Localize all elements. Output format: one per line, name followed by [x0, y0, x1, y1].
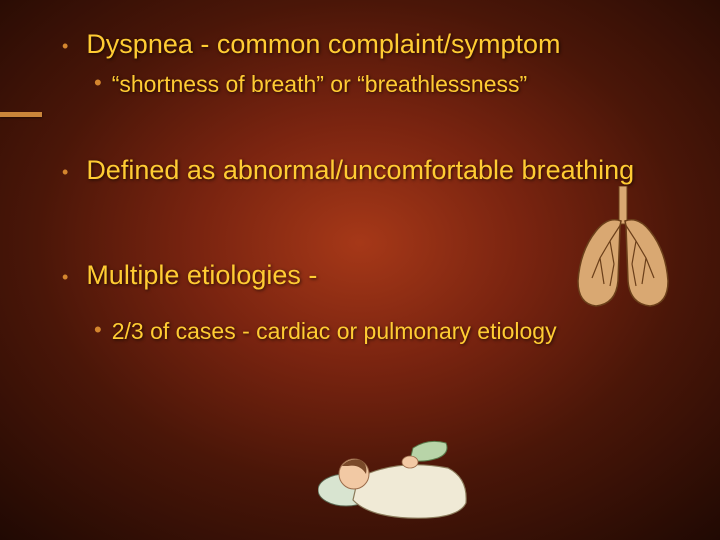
sub-bullet-1-1: • “shortness of breath” or “breathlessne… [94, 70, 682, 100]
sub-bullet-text: “shortness of breath” or “breathlessness… [112, 70, 527, 100]
sub-bullet-3-1: • 2/3 of cases - cardiac or pulmonary et… [94, 317, 682, 347]
sub-bullet-dot: • [94, 317, 102, 343]
patient-lying-icon [318, 408, 473, 528]
bullet-1: • Dyspnea - common complaint/symptom [62, 28, 682, 62]
sub-bullet-dot: • [94, 70, 102, 96]
lungs-icon [568, 186, 678, 311]
bullet-text: Defined as abnormal/uncomfortable breath… [86, 154, 634, 188]
bullet-text: Multiple etiologies - [86, 259, 317, 293]
bullet-dot: • [62, 267, 68, 288]
bullet-2: • Defined as abnormal/uncomfortable brea… [62, 154, 682, 188]
sub-bullet-text: 2/3 of cases - cardiac or pulmonary etio… [112, 317, 557, 347]
accent-bar [0, 112, 42, 117]
bullet-dot: • [62, 162, 68, 183]
bullet-dot: • [62, 36, 68, 57]
bullet-text: Dyspnea - common complaint/symptom [86, 28, 560, 62]
